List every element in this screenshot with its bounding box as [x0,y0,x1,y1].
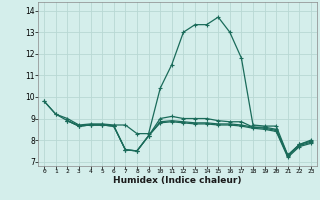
X-axis label: Humidex (Indice chaleur): Humidex (Indice chaleur) [113,176,242,185]
